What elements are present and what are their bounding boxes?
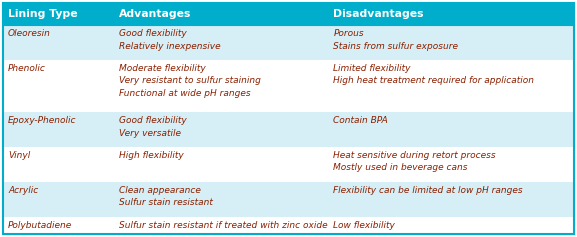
Text: Epoxy-Phenolic: Epoxy-Phenolic [8,116,77,125]
Text: High flexibility: High flexibility [119,151,184,160]
Text: Good flexibility
Very versatile: Good flexibility Very versatile [119,116,187,138]
Bar [3,217,574,234]
Text: Limited flexibility
High heat treatment required for application: Limited flexibility High heat treatment … [334,64,534,85]
Text: Acrylic: Acrylic [8,186,38,195]
Text: Porous
Stains from sulfur exposure: Porous Stains from sulfur exposure [334,29,459,50]
Text: Low flexibility: Low flexibility [334,221,395,230]
Bar [3,60,574,112]
Text: Clean appearance
Sulfur stain resistant: Clean appearance Sulfur stain resistant [119,186,213,207]
Text: Sulfur stain resistant if treated with zinc oxide: Sulfur stain resistant if treated with z… [119,221,328,230]
Bar [3,112,574,147]
Text: Advantages: Advantages [119,9,192,19]
Text: Good flexibility
Relatively inexpensive: Good flexibility Relatively inexpensive [119,29,221,50]
Text: Lining Type: Lining Type [8,9,78,19]
Text: Flexibility can be limited at low pH ranges: Flexibility can be limited at low pH ran… [334,186,523,195]
Bar [3,182,574,217]
Text: Heat sensitive during retort process
Mostly used in beverage cans: Heat sensitive during retort process Mos… [334,151,496,172]
Bar [3,3,574,25]
Text: Disadvantages: Disadvantages [334,9,424,19]
Bar [3,25,574,60]
Text: Contain BPA: Contain BPA [334,116,388,125]
Bar [3,147,574,182]
Text: Vinyl: Vinyl [8,151,30,160]
Text: Oleoresin: Oleoresin [8,29,51,38]
Text: Phenolic: Phenolic [8,64,46,73]
Text: Moderate flexibility
Very resistant to sulfur staining
Functional at wide pH ran: Moderate flexibility Very resistant to s… [119,64,261,98]
Text: Polybutadiene: Polybutadiene [8,221,72,230]
